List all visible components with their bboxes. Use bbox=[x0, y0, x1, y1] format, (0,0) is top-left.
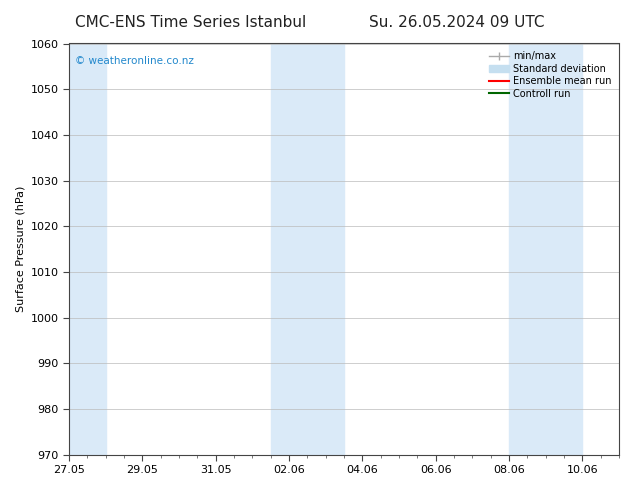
Text: Su. 26.05.2024 09 UTC: Su. 26.05.2024 09 UTC bbox=[369, 15, 544, 30]
Bar bbox=[509, 44, 583, 455]
Text: CMC-ENS Time Series Istanbul: CMC-ENS Time Series Istanbul bbox=[75, 15, 306, 30]
Legend: min/max, Standard deviation, Ensemble mean run, Controll run: min/max, Standard deviation, Ensemble me… bbox=[486, 49, 614, 101]
Bar bbox=[271, 44, 344, 455]
Text: © weatheronline.co.nz: © weatheronline.co.nz bbox=[75, 56, 193, 66]
Y-axis label: Surface Pressure (hPa): Surface Pressure (hPa) bbox=[15, 186, 25, 312]
Bar bbox=[69, 44, 106, 455]
